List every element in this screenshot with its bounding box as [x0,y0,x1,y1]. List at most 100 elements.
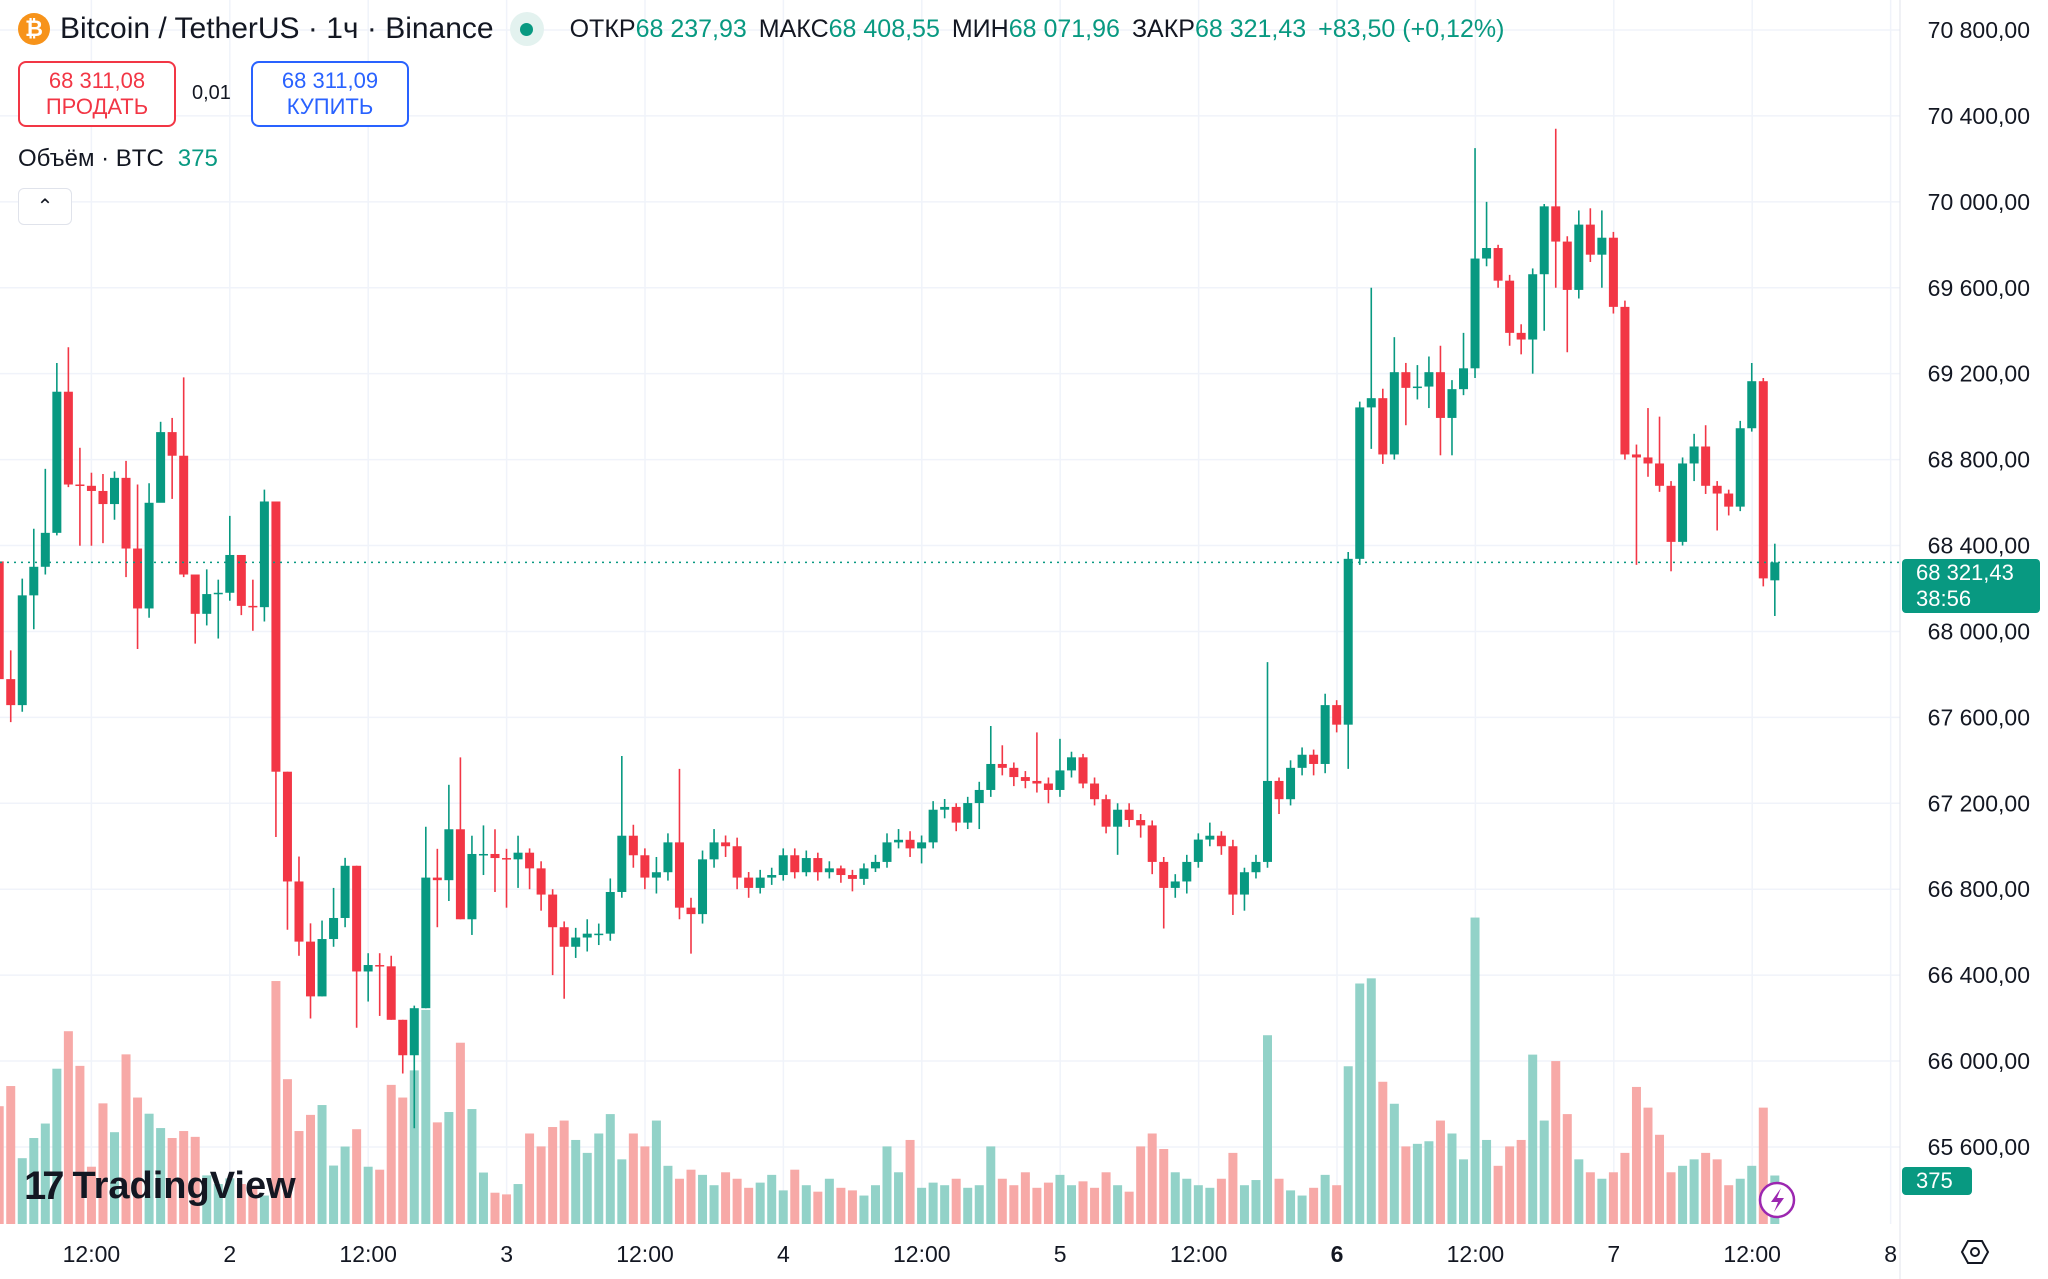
candle-body [1332,705,1342,725]
volume-bar [778,1190,788,1224]
volume-bar [121,1054,131,1224]
volume-legend[interactable]: Объём · BTC 375 [18,145,218,173]
candle-body [974,789,984,804]
candle-body [236,554,246,606]
volume-bar [525,1133,535,1224]
candle-body [824,868,834,873]
volume-bar [1655,1134,1665,1224]
time-tick-label: 6 [1331,1241,1344,1267]
candle-body [1412,386,1422,389]
time-tick-label: 4 [777,1241,790,1267]
volume-bar [306,1114,316,1224]
candle-body [1147,825,1157,862]
candle-body [1366,398,1376,408]
volume-bar [1055,1174,1065,1224]
price-tick-label: 66 800,00 [1928,876,2030,902]
sell-button[interactable]: 68 311,08 ПРОДАТЬ [18,61,176,127]
volume-bar [1724,1185,1734,1224]
volume-bar [110,1132,119,1224]
volume-bar [1401,1146,1411,1224]
candle-body [605,891,615,934]
candle-body [1389,372,1399,455]
candle-body [1747,381,1757,429]
candle-body [1551,206,1561,242]
volume-bar [548,1127,558,1224]
candle-body [1274,780,1284,800]
volume-bar [1193,1185,1203,1224]
volume-bar [986,1146,996,1224]
volume-bar [144,1113,154,1224]
price-tick-label: 67 200,00 [1928,790,2030,816]
low-label: МИН [951,14,1009,43]
candle-body [352,865,362,972]
symbol-title[interactable]: Bitcoin / TetherUS · 1ч · Binance [60,12,494,45]
collapse-legend-button[interactable]: ⌃ [18,188,72,225]
volume-bar [1666,1172,1676,1224]
close-value: 68 321,43 [1194,14,1307,43]
volume-bar [98,1103,108,1224]
candle-body [144,502,154,609]
volume-legend-value: 375 [177,145,218,172]
close-label: ЗАКР [1131,14,1195,43]
candle-body [1574,224,1584,290]
time-tick-label: 12:00 [63,1241,121,1267]
tradingview-logo-icon: 17 [24,1164,64,1208]
price-tick-label: 65 600,00 [1928,1134,2030,1160]
candle-body [1043,783,1053,790]
volume-bar [1216,1178,1226,1224]
volume-bar [1459,1159,1469,1224]
candle-body [0,561,4,680]
volume-bar [674,1178,684,1224]
candle-body [767,875,777,878]
candle-body [98,490,108,505]
volume-bar [0,1106,4,1224]
volume-bar [455,1042,465,1224]
candle-body [1182,861,1192,882]
price-tick-label: 66 400,00 [1928,962,2030,988]
candle-body [1516,332,1526,340]
volume-bar [801,1185,811,1224]
candle-body [1090,783,1100,800]
volume-bar [502,1194,512,1224]
tradingview-logo[interactable]: 17 TradingView [24,1164,296,1209]
time-tick-label: 12:00 [339,1241,397,1267]
volume-bar [1032,1187,1042,1224]
candle-body [1758,381,1768,579]
volume-bar [167,1138,177,1224]
candle-body [86,485,96,491]
volume-bar [559,1120,569,1224]
volume-bar [1020,1172,1030,1224]
volume-bar [1447,1133,1457,1224]
candle-body [317,939,327,997]
volume-bar [1712,1159,1722,1224]
candle-body [271,501,281,772]
market-open-icon[interactable] [509,12,544,46]
buy-button[interactable]: 68 311,09 КУПИТЬ [251,61,409,127]
candle-body [525,852,535,869]
candle-body [1355,407,1365,559]
volume-bar [997,1178,1007,1224]
candle-body [1309,754,1319,764]
current-price-label: 68 321,43 38:56 [1902,559,2040,613]
volume-bar [847,1190,857,1224]
volume-bar [1631,1086,1641,1224]
candle-body [1401,372,1411,388]
price-tick-label: 70 000,00 [1928,189,2030,215]
buy-label: КУПИТЬ [286,94,374,119]
volume-bar [1701,1152,1711,1224]
volume-bar [329,1165,339,1224]
candle-body [248,605,258,608]
volume-bar [1551,1061,1561,1224]
volume-bar [536,1146,546,1224]
candle-body [813,858,823,873]
volume-bar [686,1169,696,1224]
volume-bar [1147,1133,1157,1224]
candle-body [1493,248,1503,281]
volume-bar [513,1184,523,1224]
candle-body [282,771,292,882]
volume-bar [1239,1185,1249,1224]
candle-body [1735,428,1745,507]
candle-body [513,852,523,860]
candle-body [1009,767,1019,778]
